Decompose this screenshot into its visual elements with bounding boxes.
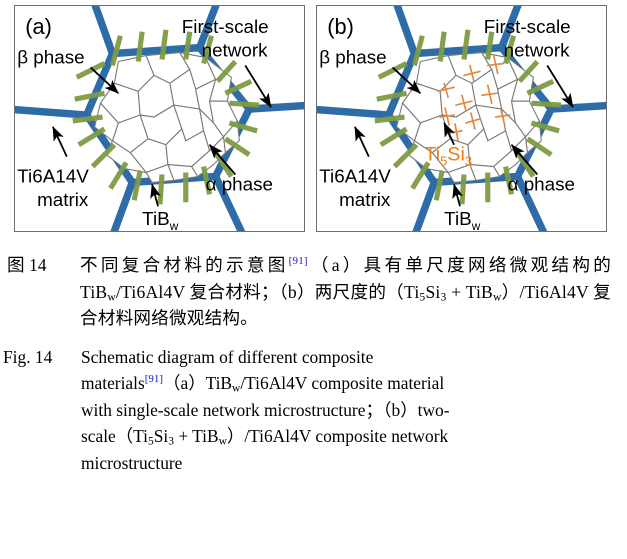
alpha-grains-b — [395, 51, 542, 184]
figure-panel-b: (b) β phase First-scale network Ti6A14V … — [316, 5, 607, 232]
tibw-whiskers-a — [72, 29, 260, 205]
caption-cn-citation[interactable]: [91] — [288, 255, 308, 268]
first-scale-network-a — [15, 6, 304, 231]
label-network-a: network — [202, 40, 269, 61]
label-matrix-a-line2: matrix — [37, 189, 89, 210]
caption-en-line4-sub2: 3 — [168, 435, 174, 448]
label-beta-phase-a: β phase — [17, 46, 84, 67]
label-matrix-b-line1: Ti6A14V — [319, 165, 391, 186]
figure-caption: 图 14 不同复合材料的示意图[91]（a）具有单尺度网络微观结构的 TiBw/… — [0, 252, 627, 476]
arrow-beta-phase-b — [392, 66, 421, 94]
caption-en-line2-sub: w — [232, 382, 241, 395]
arrow-tibw-a — [150, 183, 161, 207]
label-first-scale-b: First-scale — [484, 16, 571, 37]
tibw-whiskers-b — [374, 29, 562, 205]
arrow-alpha-phase-a — [208, 144, 237, 176]
arrow-ti5si3-b — [443, 122, 455, 146]
panel-tag-b: (b) — [327, 14, 354, 39]
first-scale-network-b — [317, 6, 606, 231]
caption-en-line1: Schematic diagram of different composite — [81, 346, 374, 367]
label-matrix-b-line2: matrix — [339, 189, 391, 210]
caption-cn-line3-d: ）/Ti6Al4V 复合材料网络微观 — [80, 281, 611, 329]
caption-en-line4-b: Si — [153, 426, 169, 446]
caption-cn-label: 图 14 — [7, 255, 47, 275]
caption-cn-line3-c: + TiB — [446, 281, 493, 302]
caption-english: Fig. 14 Schematic diagram of different c… — [0, 344, 627, 477]
caption-cn-line3-sub2: 3 — [440, 290, 447, 304]
caption-cn-line2-b: /Ti6Al4V 复合材料；（b）两尺度 — [115, 281, 369, 302]
caption-cn-line1-a: 不同复合材料的示意图 — [80, 255, 289, 275]
arrow-beta-phase-a — [90, 66, 119, 94]
caption-en-line2: materials[91]（a）TiBw/Ti6Al4V composite m… — [81, 370, 615, 397]
caption-en-line5: microstructure — [81, 452, 183, 473]
label-ti5si3-b: Ti5Si3 — [424, 144, 472, 169]
caption-en-line2-b: （a）TiB — [163, 373, 233, 393]
caption-cn-line2-a: 微观结构的 TiB — [80, 255, 611, 302]
caption-en-label: Fig. 14 — [3, 346, 53, 367]
panel-tag-a: (a) — [25, 14, 52, 39]
caption-cn-line3-sub1: 5 — [419, 290, 426, 304]
caption-en-line4-d: ）/Ti6Al4V composite network — [226, 426, 449, 446]
caption-en-line4: scale（Ti5Si3 + TiBw）/Ti6Al4V composite n… — [81, 423, 615, 450]
caption-cn-line3-sub3: w — [492, 290, 502, 304]
caption-chinese: 图 14 不同复合材料的示意图[91]（a）具有单尺度网络微观结构的 TiBw/… — [0, 252, 627, 332]
arrow-matrix-b — [354, 126, 370, 158]
caption-en-line3: with single-scale network microstructure… — [81, 399, 450, 420]
label-alpha-phase-a: α phase — [206, 173, 273, 194]
caption-cn-line3-b: Si — [425, 281, 441, 302]
label-tibw-b: TiBw — [444, 208, 481, 231]
caption-en-line2-a: materials — [81, 373, 145, 393]
caption-cn-line1-b: （a）具有单尺度网络 — [307, 255, 510, 275]
arrow-first-scale-b — [546, 65, 574, 108]
alpha-grains-a — [93, 51, 240, 184]
figure-panel-a: (a) β phase First-scale network Ti6A14V … — [14, 5, 305, 232]
arrow-first-scale-a — [244, 65, 272, 108]
label-beta-phase-b: β phase — [319, 46, 386, 67]
arrow-matrix-a — [52, 126, 68, 158]
caption-en-line4-a: scale（Ti — [81, 426, 148, 446]
figure-image: (a) β phase First-scale network Ti6A14V … — [0, 0, 627, 245]
label-alpha-phase-b: α phase — [508, 173, 575, 194]
caption-en-line4-c: + TiB — [173, 426, 219, 446]
label-tibw-a: TiBw — [142, 208, 179, 231]
caption-cn-line3-a: 的（Ti — [368, 281, 420, 302]
arrow-tibw-b — [452, 183, 463, 207]
caption-cn-line4: 结构。 — [204, 308, 258, 328]
caption-en-body: Schematic diagram of different composite… — [81, 344, 627, 477]
caption-en-citation[interactable]: [91] — [144, 373, 164, 386]
caption-cn-body: 不同复合材料的示意图[91]（a）具有单尺度网络微观结构的 TiBw/Ti6Al… — [80, 252, 627, 332]
label-first-scale-a: First-scale — [182, 16, 269, 37]
arrow-alpha-phase-b — [510, 144, 539, 176]
caption-en-line2-c: /Ti6Al4V composite material — [240, 373, 445, 393]
label-matrix-a-line1: Ti6A14V — [17, 165, 89, 186]
caption-en-line4-sub3: w — [218, 435, 227, 448]
ti5si3-particles-b — [437, 54, 511, 142]
caption-cn-line2-sub: w — [107, 290, 116, 304]
label-network-b: network — [504, 40, 571, 61]
caption-en-line4-sub1: 5 — [148, 435, 154, 448]
